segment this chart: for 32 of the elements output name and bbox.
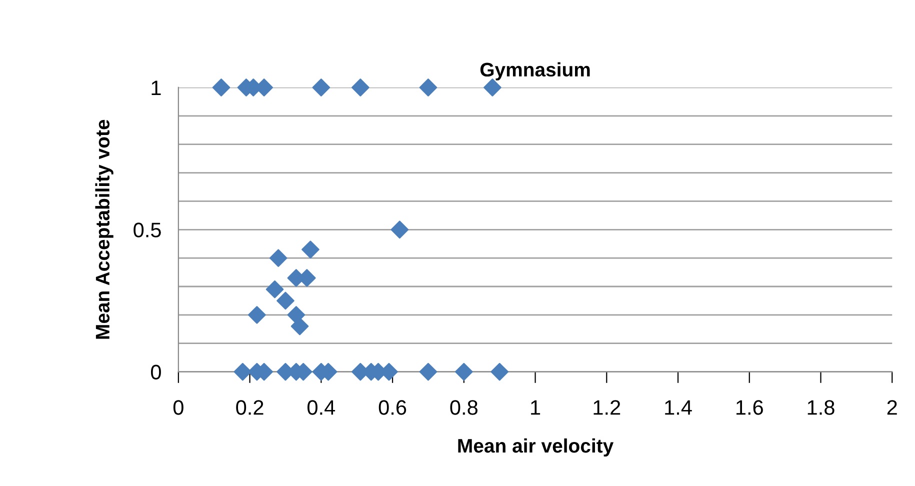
y-axis-title: Mean Acceptability vote (95, 120, 114, 339)
x-tick-label: 1 (531, 400, 540, 415)
x-tick-label: 1.2 (594, 400, 620, 415)
point (290, 317, 309, 336)
point (266, 280, 284, 298)
x-tick-label: 0.2 (236, 400, 264, 415)
y-tick-label: 1 (152, 80, 161, 96)
point (248, 306, 266, 324)
point (419, 362, 438, 381)
x-tick-label: 1.8 (808, 400, 834, 415)
point (212, 78, 230, 96)
point (390, 220, 409, 239)
point (490, 362, 508, 381)
point (419, 78, 438, 96)
point (302, 240, 320, 258)
point (312, 78, 330, 96)
x-tick-label: 0.6 (378, 400, 406, 415)
point (276, 292, 294, 310)
x-tick-label: 0 (173, 400, 184, 415)
x-axis-title: Mean air velocity (458, 438, 614, 457)
x-tick-label: 1.6 (736, 400, 763, 415)
x-tick-label: 1.4 (665, 400, 692, 415)
chart-title: Gymnasium (480, 62, 590, 80)
point (234, 362, 252, 381)
x-tick-label: 2 (887, 400, 897, 415)
point (352, 78, 370, 96)
y-tick-label: 0.5 (134, 222, 161, 238)
x-tick-label: 0.4 (308, 400, 336, 415)
y-tick-label: 0 (150, 364, 161, 380)
x-tick-label: 0.8 (450, 400, 478, 415)
point (454, 362, 473, 381)
point (269, 249, 288, 267)
